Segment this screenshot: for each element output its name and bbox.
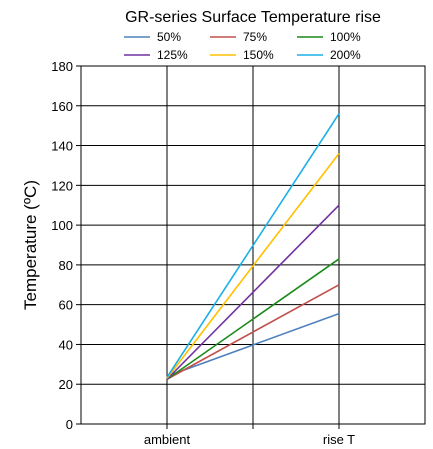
legend-item: 150% [210,48,274,62]
legend: 50% 75% 100% 125% 150% 200% [124,30,361,62]
y-tick-label: 100 [51,218,73,233]
legend-label: 50% [157,30,181,44]
legend-label: 200% [330,48,361,62]
series-line-100pct [166,258,340,380]
legend-label: 125% [157,48,188,62]
y-tick-label: 160 [51,99,73,114]
legend-label: 75% [243,30,267,44]
series-line-125pct [166,204,340,380]
plot-frame [80,65,426,425]
legend-item: 50% [124,30,181,44]
plot-area: 0 20 40 60 80 100 120 140 160 180 ambient rise T [51,59,426,447]
y-tick-label: 80 [59,258,73,273]
y-tick-label: 0 [66,417,73,432]
chart-title: GR-series Surface Temperature rise [125,9,381,26]
y-tick-label: 20 [59,377,73,392]
series-line-50pct [166,312,340,378]
y-tick-label: 120 [51,178,73,193]
x-tick-label: rise T [323,432,355,447]
legend-item: 75% [210,30,267,44]
legend-label: 100% [330,30,361,44]
legend-item: 200% [297,48,361,62]
legend-item: 100% [297,30,361,44]
y-tick-label: 140 [51,139,73,154]
x-tick-label: ambient [144,432,191,447]
series-line-200pct [166,113,340,378]
y-tick-label: 180 [51,59,73,74]
y-tick-label: 40 [59,337,73,352]
series-line-75pct [166,284,340,380]
y-tick-label: 60 [59,298,73,313]
series-line-150pct [166,153,340,379]
legend-item: 125% [124,48,188,62]
legend-label: 150% [243,48,274,62]
y-axis-label: Temperature (ºC) [21,180,40,310]
